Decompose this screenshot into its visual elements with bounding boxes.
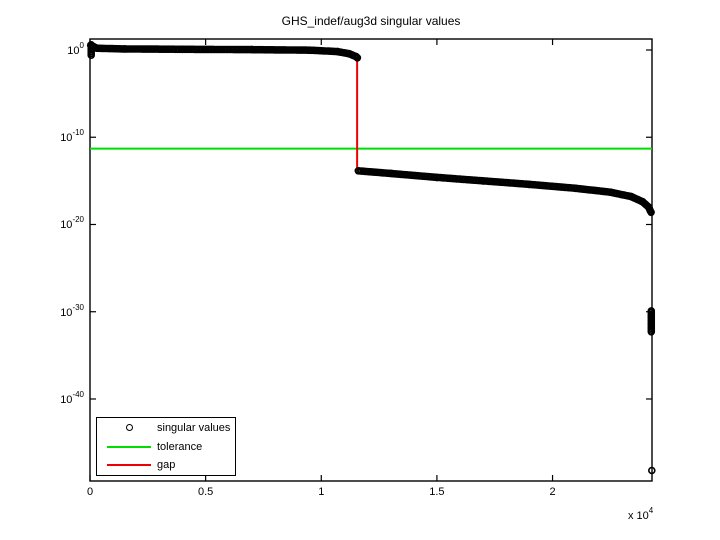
x-tick-label: 1 xyxy=(318,486,325,498)
singular-values-marker-icon xyxy=(107,424,151,432)
y-tick-label: 10-30 xyxy=(60,302,84,319)
singular-values-series xyxy=(86,40,656,475)
singular-value-point xyxy=(647,466,656,475)
singular-value-point xyxy=(647,208,655,217)
singular-value-point xyxy=(647,327,656,336)
gap-line-icon xyxy=(107,464,151,467)
legend-label-tolerance: tolerance xyxy=(157,440,203,453)
legend-item-singular-values: singular values xyxy=(97,419,235,437)
legend-label-gap: gap xyxy=(157,459,176,472)
y-tick-label: 10-10 xyxy=(60,128,84,145)
plot-title: GHS_indef/aug3d singular values xyxy=(281,14,461,28)
y-tick-label: 10-20 xyxy=(60,215,84,232)
x-tick-label: 2 xyxy=(549,486,556,498)
singular-value-point xyxy=(87,51,95,60)
tolerance-line-icon xyxy=(107,445,151,448)
x-tick-label: 1.5 xyxy=(429,486,445,498)
legend-item-tolerance: tolerance xyxy=(97,438,235,456)
axis-box xyxy=(89,38,653,482)
y-tick-label: 10-40 xyxy=(60,389,84,406)
singular-value-point xyxy=(353,53,362,62)
x-axis-multiplier-exp: 4 xyxy=(648,506,654,515)
legend-label-singular-values: singular values xyxy=(157,421,231,434)
x-tick-label: 0.5 xyxy=(197,486,214,498)
x-tick-label: 0 xyxy=(86,486,94,498)
y-tick-label: 100 xyxy=(67,40,84,57)
x-axis-multiplier-base: x 10 xyxy=(628,510,649,522)
x-axis-multiplier: x 104 xyxy=(628,506,653,522)
legend-item-gap: gap xyxy=(97,456,235,474)
legend-box: singular values tolerance gap xyxy=(96,417,236,476)
